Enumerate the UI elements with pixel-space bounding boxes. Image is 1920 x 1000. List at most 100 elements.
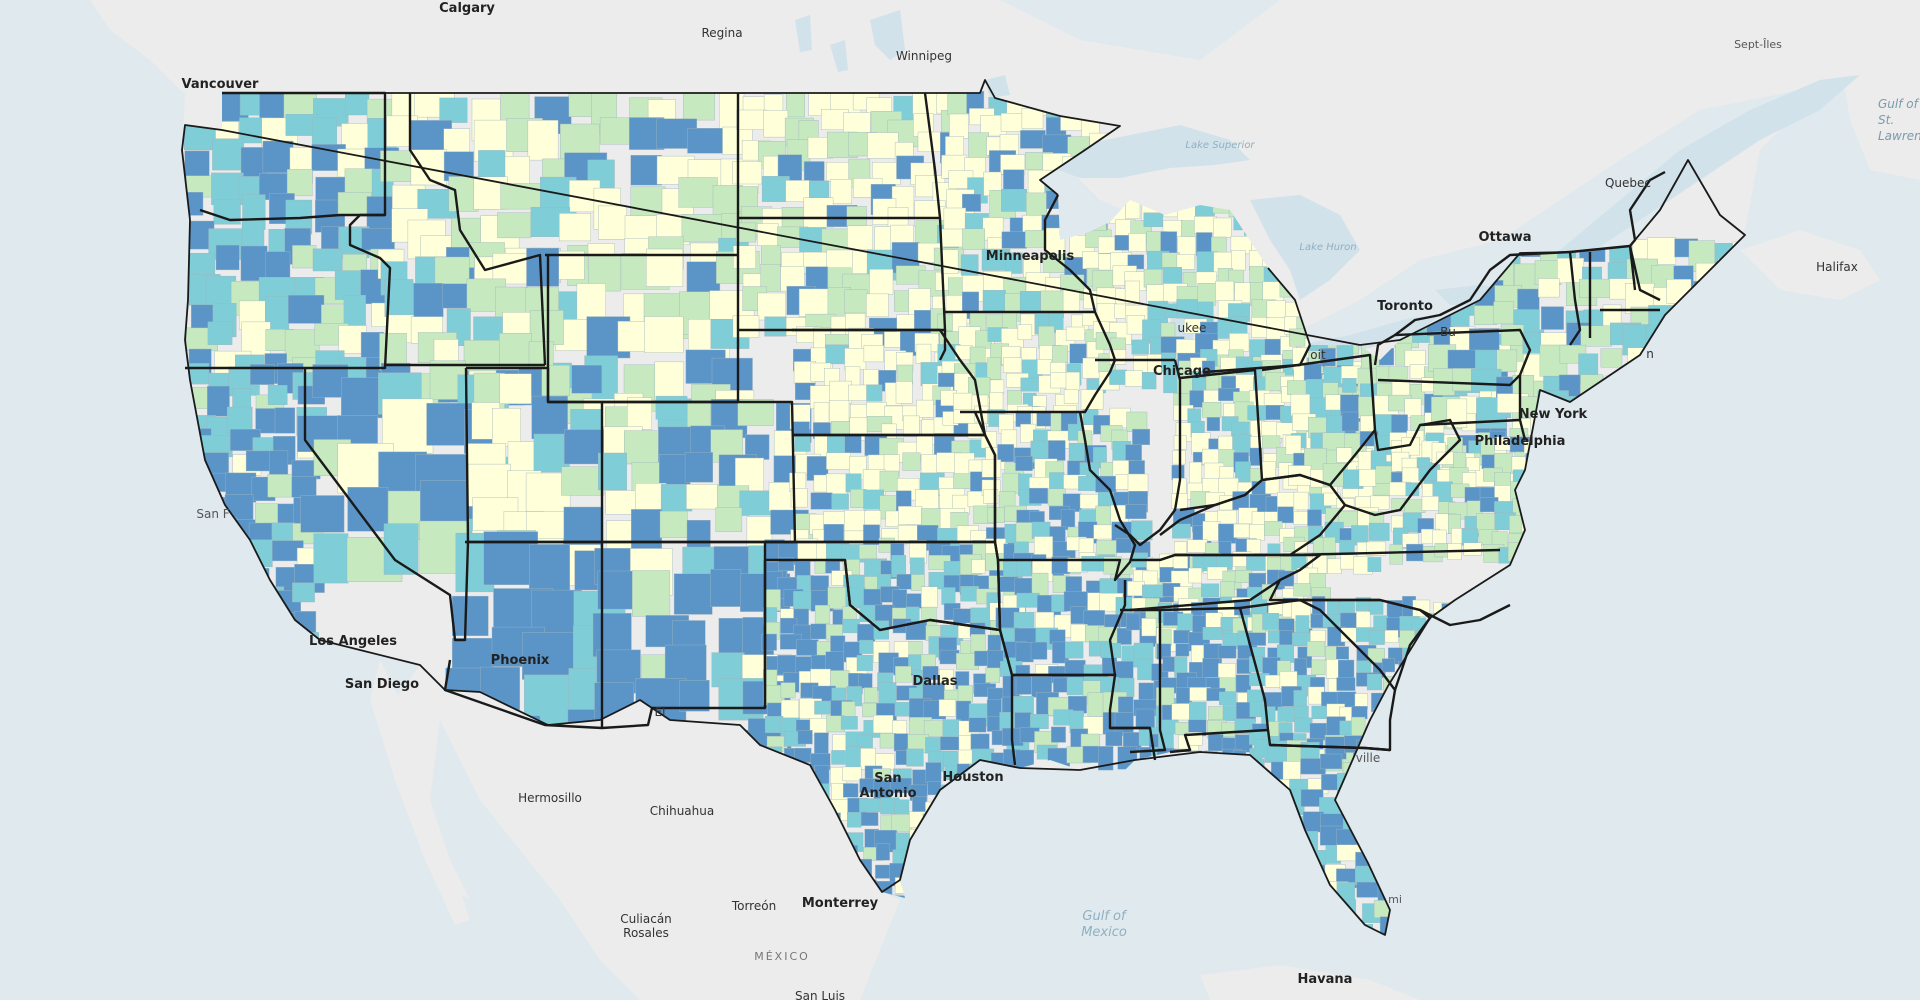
county-cell[interactable]	[1368, 522, 1390, 541]
county-cell[interactable]	[757, 292, 787, 321]
county-cell[interactable]	[798, 288, 830, 317]
county-cell[interactable]	[527, 120, 559, 161]
county-cell[interactable]	[1277, 506, 1294, 524]
county-cell[interactable]	[1202, 658, 1220, 678]
county-cell[interactable]	[986, 357, 1002, 380]
label-hermosillo[interactable]: Hermosillo	[518, 791, 582, 805]
county-cell[interactable]	[1309, 723, 1328, 741]
county-cell[interactable]	[1188, 701, 1207, 722]
label-quebec[interactable]: Quebec	[1605, 176, 1651, 190]
label-chihuahua[interactable]: Chihuahua	[650, 804, 714, 818]
county-cell[interactable]	[1142, 584, 1164, 598]
county-cell[interactable]	[947, 90, 969, 116]
county-cell[interactable]	[810, 575, 829, 592]
county-cell[interactable]	[869, 269, 894, 295]
county-cell[interactable]	[1230, 250, 1246, 271]
county-cell[interactable]	[856, 655, 873, 672]
county-cell[interactable]	[1206, 417, 1220, 432]
county-cell[interactable]	[1421, 496, 1439, 511]
county-cell[interactable]	[1218, 691, 1237, 706]
county-cell[interactable]	[678, 177, 718, 208]
county-cell[interactable]	[1246, 555, 1266, 571]
county-cell[interactable]	[842, 618, 860, 634]
county-cell[interactable]	[873, 715, 894, 734]
county-cell[interactable]	[1176, 253, 1195, 270]
label-los-angeles[interactable]: Los Angeles	[309, 634, 397, 649]
county-cell[interactable]	[981, 459, 1002, 478]
county-cell[interactable]	[1306, 641, 1326, 657]
county-cell[interactable]	[1050, 372, 1069, 389]
county-cell[interactable]	[1327, 558, 1342, 574]
county-cell[interactable]	[892, 589, 907, 612]
county-cell[interactable]	[921, 586, 938, 608]
county-cell[interactable]	[1236, 659, 1252, 674]
county-cell[interactable]	[949, 113, 969, 139]
label-phoenix[interactable]: Phoenix	[491, 653, 550, 668]
county-cell[interactable]	[997, 444, 1014, 462]
county-cell[interactable]	[1001, 188, 1028, 212]
county-cell[interactable]	[971, 559, 986, 574]
county-cell[interactable]	[1580, 325, 1612, 347]
county-cell[interactable]	[659, 510, 688, 538]
county-cell[interactable]	[1020, 377, 1040, 392]
county-cell[interactable]	[1341, 411, 1359, 432]
county-cell[interactable]	[846, 206, 867, 226]
county-cell[interactable]	[814, 605, 831, 625]
county-cell[interactable]	[267, 474, 293, 498]
county-cell[interactable]	[1493, 301, 1514, 325]
county-cell[interactable]	[969, 346, 986, 365]
county-cell[interactable]	[1131, 339, 1149, 355]
county-cell[interactable]	[1030, 641, 1048, 660]
county-cell[interactable]	[1062, 289, 1080, 312]
county-cell[interactable]	[797, 730, 813, 745]
county-cell[interactable]	[1171, 493, 1188, 509]
county-cell[interactable]	[1127, 581, 1145, 597]
county-cell[interactable]	[1208, 706, 1225, 721]
county-cell[interactable]	[829, 380, 852, 404]
county-cell[interactable]	[1135, 708, 1155, 729]
label-lake-huron[interactable]: Lake Huron	[1299, 242, 1356, 253]
county-cell[interactable]	[563, 506, 604, 547]
county-cell[interactable]	[1295, 615, 1310, 635]
label-winnipeg[interactable]: Winnipeg	[896, 49, 952, 63]
label-milwaukee[interactable]: ukee	[1178, 321, 1207, 335]
county-cell[interactable]	[1065, 371, 1080, 391]
county-cell[interactable]	[366, 196, 395, 229]
county-cell[interactable]	[312, 248, 343, 272]
county-cell[interactable]	[1187, 539, 1208, 553]
label-chicago[interactable]: Chicago	[1153, 364, 1211, 379]
county-cell[interactable]	[962, 228, 986, 250]
county-cell[interactable]	[970, 634, 986, 654]
county-cell[interactable]	[1016, 592, 1040, 608]
county-cell[interactable]	[840, 716, 858, 730]
county-cell[interactable]	[813, 402, 830, 423]
county-cell[interactable]	[1336, 345, 1354, 366]
county-cell[interactable]	[842, 766, 862, 782]
county-cell[interactable]	[1024, 230, 1045, 248]
county-cell[interactable]	[655, 395, 688, 420]
county-cell[interactable]	[1028, 487, 1048, 504]
county-cell[interactable]	[1541, 306, 1564, 330]
county-cell[interactable]	[923, 720, 944, 737]
county-cell[interactable]	[262, 140, 294, 173]
county-cell[interactable]	[529, 310, 564, 345]
county-cell[interactable]	[895, 666, 912, 683]
county-cell[interactable]	[1367, 557, 1382, 573]
county-cell[interactable]	[1234, 282, 1252, 303]
label-dallas[interactable]: Dallas	[913, 674, 958, 689]
county-cell[interactable]	[1311, 659, 1326, 676]
county-cell[interactable]	[1279, 630, 1293, 646]
county-cell[interactable]	[483, 531, 538, 585]
county-cell[interactable]	[866, 384, 883, 402]
county-cell[interactable]	[911, 574, 925, 591]
county-cell[interactable]	[940, 249, 959, 275]
county-cell[interactable]	[1017, 324, 1033, 340]
county-cell[interactable]	[760, 264, 781, 292]
county-cell[interactable]	[1143, 212, 1164, 228]
county-cell[interactable]	[895, 381, 913, 404]
county-cell[interactable]	[1063, 389, 1079, 404]
label-havana[interactable]: Havana	[1298, 972, 1353, 987]
county-cell[interactable]	[1026, 192, 1047, 217]
county-cell[interactable]	[1229, 333, 1250, 352]
county-cell[interactable]	[962, 193, 981, 212]
